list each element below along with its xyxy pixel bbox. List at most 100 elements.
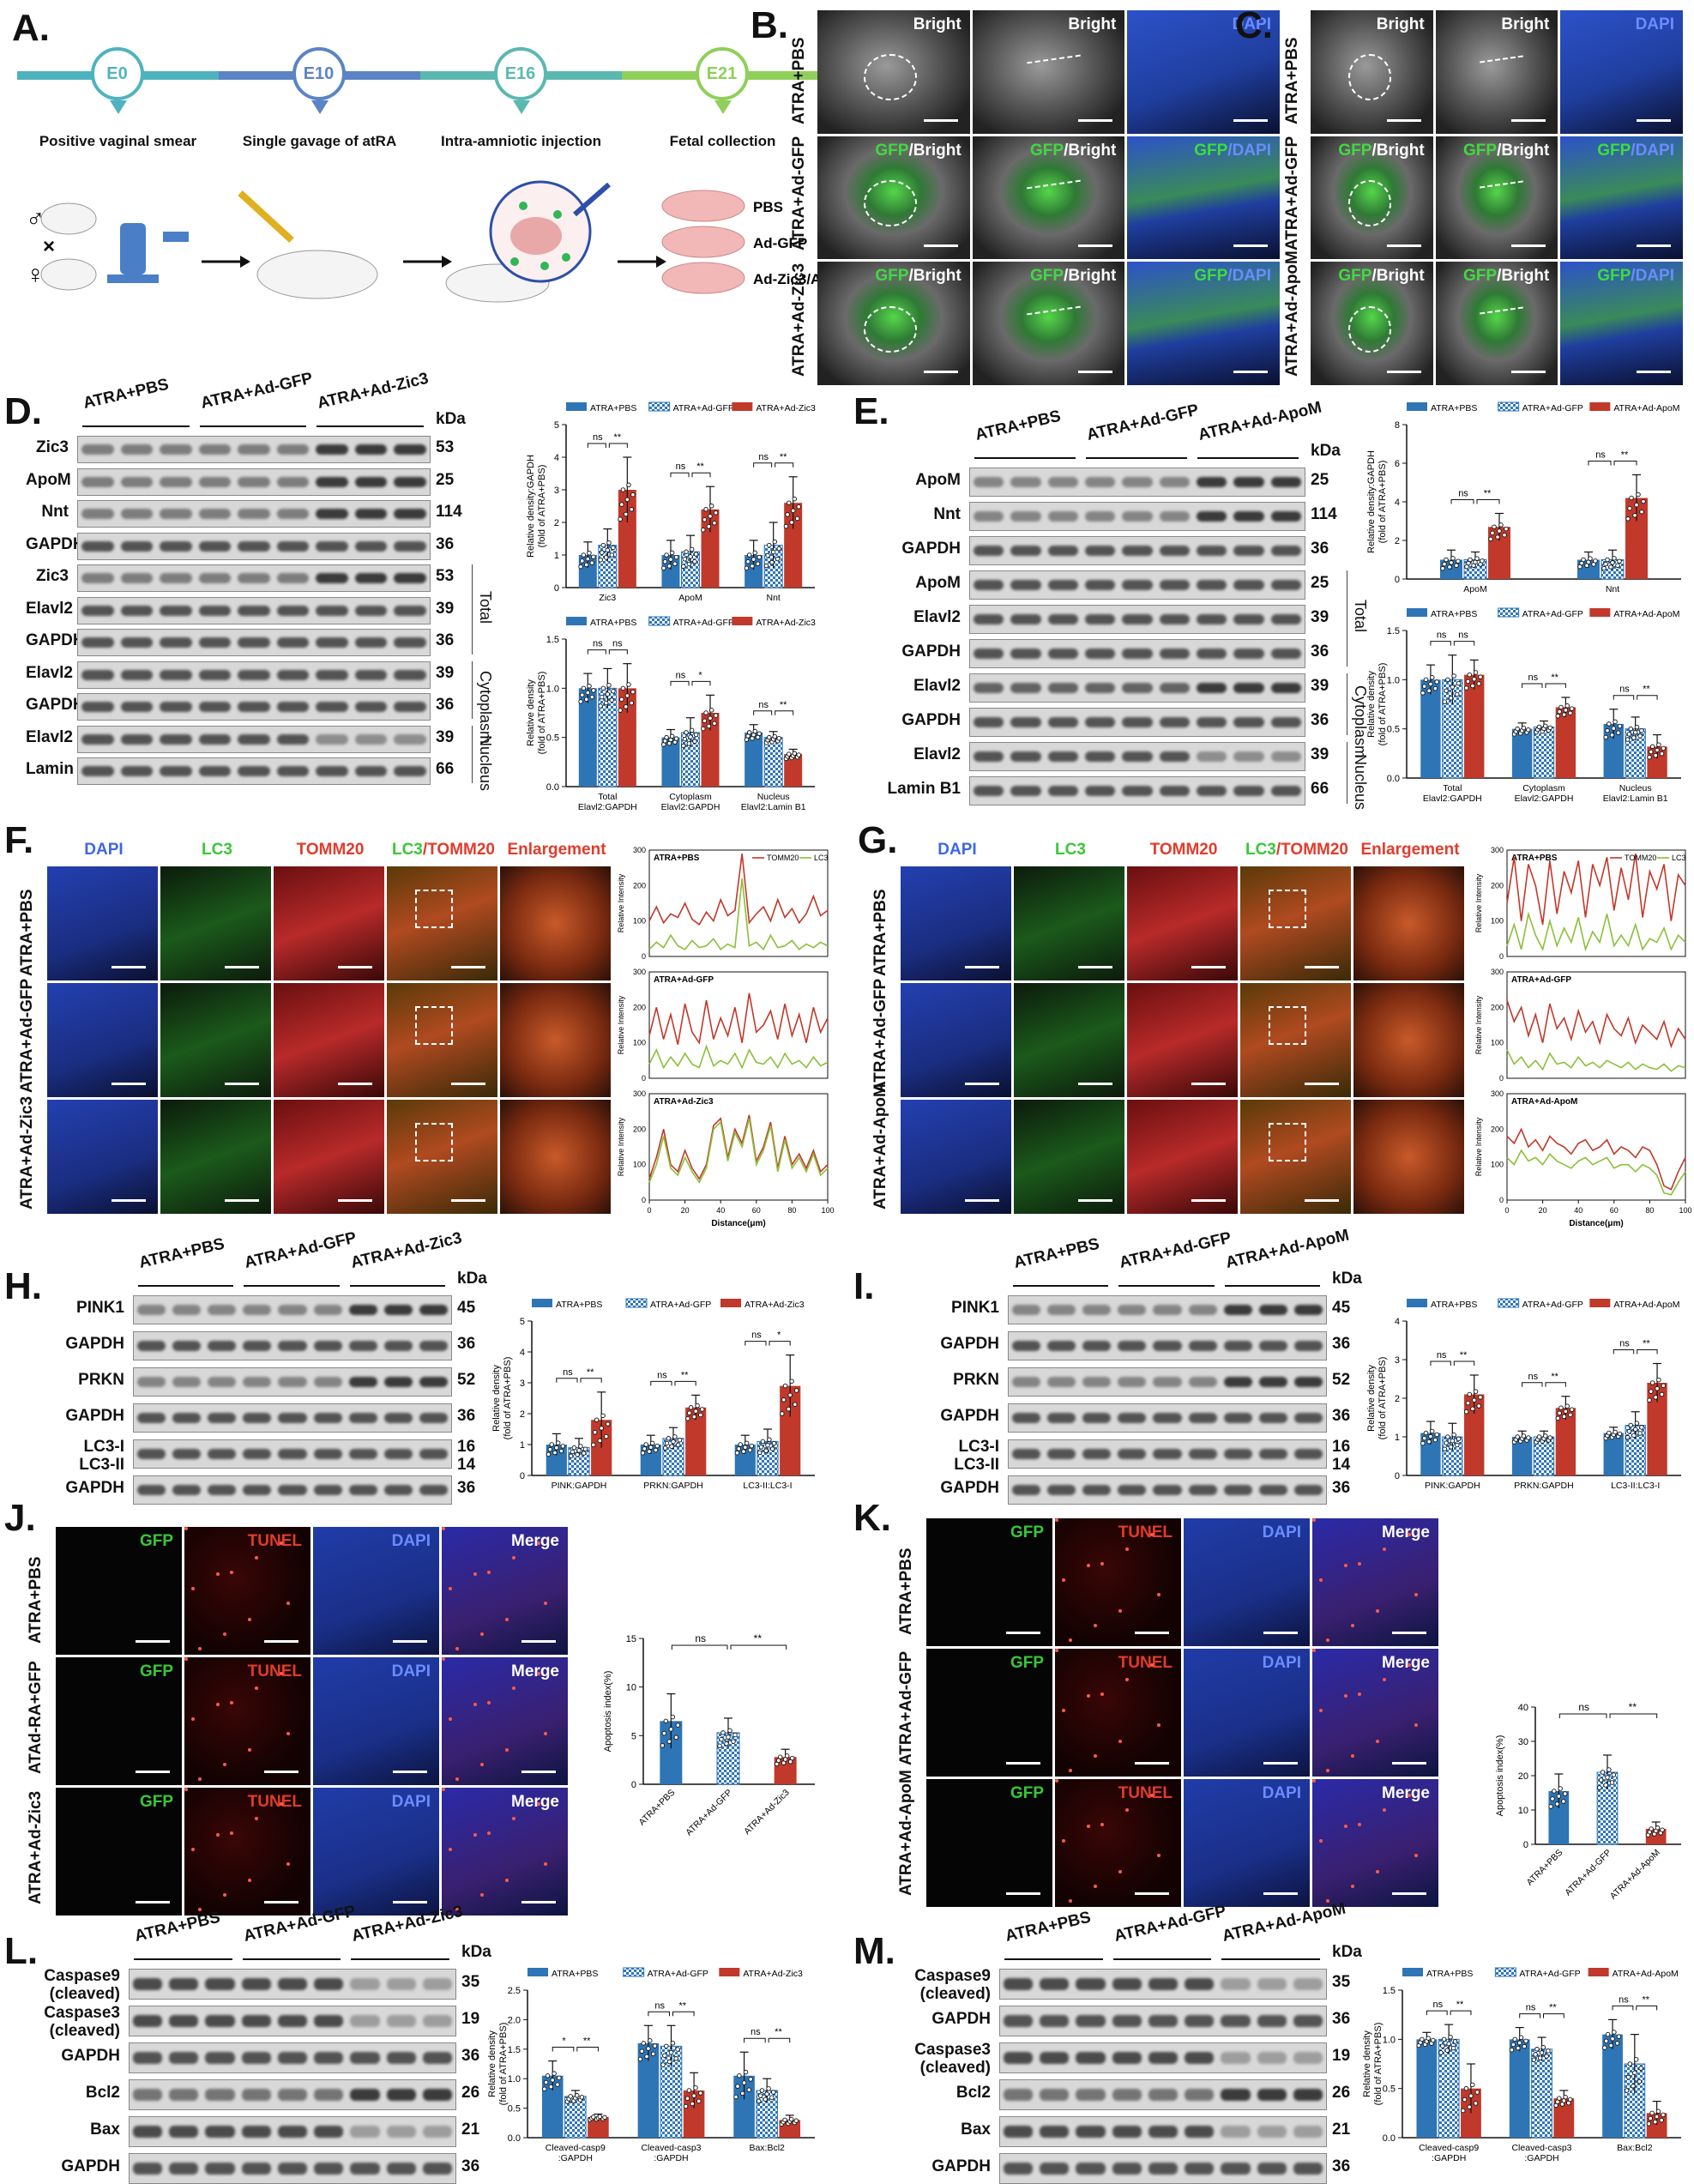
data-point [587,550,592,556]
profile-title: ATRA+PBS [1511,854,1558,863]
data-point [661,565,666,571]
blot-strip [133,1367,452,1397]
sig-bracket [753,462,773,468]
blot-band [1270,579,1301,591]
tunel-dot [442,1788,445,1791]
panel-letter-g: G. [858,819,898,861]
blot-band [238,637,270,648]
scale-bar [1078,370,1113,373]
blot-strip [129,2153,456,2184]
blot-kda-value: 26 [1332,2084,1350,2102]
tunel-dot [473,1833,477,1837]
data-point [696,2098,702,2104]
column-header: LC3 [1055,841,1086,859]
data-point [688,734,693,739]
y-tick-label: 300 [1491,846,1504,854]
image-channel-label: TUNEL [247,1662,302,1680]
data-point [693,732,699,738]
sig-bracket [671,1644,728,1650]
scale-bar [225,1083,259,1085]
data-point [1609,1780,1615,1785]
tunel-image: TUNEL [1055,1518,1181,1646]
x-category-label: Nucleus [757,792,790,802]
blot-band [350,2089,380,2101]
scale-bar [1191,966,1226,968]
tunel-dot [512,1556,515,1560]
data-point [1626,1428,1632,1434]
data-point [629,507,635,512]
blot-band [1185,2052,1215,2064]
tunel-dot [223,1632,226,1636]
data-point [552,1450,558,1456]
y-tick-label: 15 [626,1634,636,1644]
data-point [1617,1431,1623,1437]
data-point [1442,1446,1448,1451]
blot-band [160,733,192,745]
blot-band [1122,545,1153,557]
data-point [568,2094,573,2099]
legend-swatch [1402,1968,1423,1976]
blot-band [386,1978,416,1990]
blot-band [243,1448,272,1460]
blot-band [1076,2052,1106,2064]
legend-label: ATRA+Ad-ApoM [1613,1969,1679,1979]
data-point [796,752,802,757]
blot-band [1085,785,1116,797]
column-header: TOMM20 [1149,841,1218,859]
gfp-channel-label: GFP [1463,267,1498,286]
data-point [1655,747,1660,753]
data-point [765,552,770,558]
blot-label-line: GAPDH [65,1335,124,1353]
image-channel-label: DAPI [1262,1523,1301,1541]
blot-band [169,2015,199,2027]
data-point [765,1442,770,1448]
blot-band [277,2126,308,2138]
data-point [558,1448,564,1454]
data-point [1473,1389,1479,1394]
tunel-dot [487,1831,491,1835]
sig-bracket [674,1380,696,1386]
data-point [597,2114,603,2120]
blot-band [1040,2089,1070,2101]
blot-band [198,540,232,552]
blot-strip [999,2079,1327,2110]
data-point [1539,2050,1545,2055]
tunel-dot [255,1556,258,1560]
data-point [1649,1826,1654,1831]
tunel-image: DAPI [313,1657,439,1785]
blot-band [160,605,192,616]
blot-band [354,573,388,583]
blot-group-line [1004,1958,1103,1960]
blot-band [1004,1978,1034,1990]
blot-band [422,2163,452,2175]
kda-line: 39 [1311,677,1329,695]
fluorescence-image [1240,866,1351,980]
sig-label: * [777,1330,781,1341]
y-tick-label: 5 [554,420,559,431]
blot-band [198,766,232,776]
scale-bar [1191,1199,1226,1202]
data-point [1434,1432,1439,1438]
y-axis-label: Relative density:GAPDH [526,455,536,558]
data-point [757,554,762,560]
blot-strip [999,2116,1327,2147]
blot-row-label: GAPDH [875,643,961,661]
data-point [1646,2121,1652,2127]
data-point [578,699,583,704]
blot-group-label: ATRA+Ad-ApoM [1223,1226,1351,1273]
blot-strip [1008,1403,1327,1433]
legend-label: ATRA+Ad-GFP [673,618,734,628]
scale-bar [1078,966,1112,968]
blot-band [974,579,1004,591]
column-header: LC3/TOMM20 [1240,841,1353,860]
fraction-label: Total [477,590,494,624]
legend-label: ATRA+PBS [1431,609,1477,619]
blot-band [1112,1978,1142,1990]
data-point [1631,1433,1637,1439]
x-category-label: ATRA+Ad-GFP [1563,1848,1613,1898]
data-point [695,1403,700,1409]
blot-label-line: Elavl2 [26,599,73,618]
blot-band [81,509,114,519]
blot-band [354,702,388,712]
